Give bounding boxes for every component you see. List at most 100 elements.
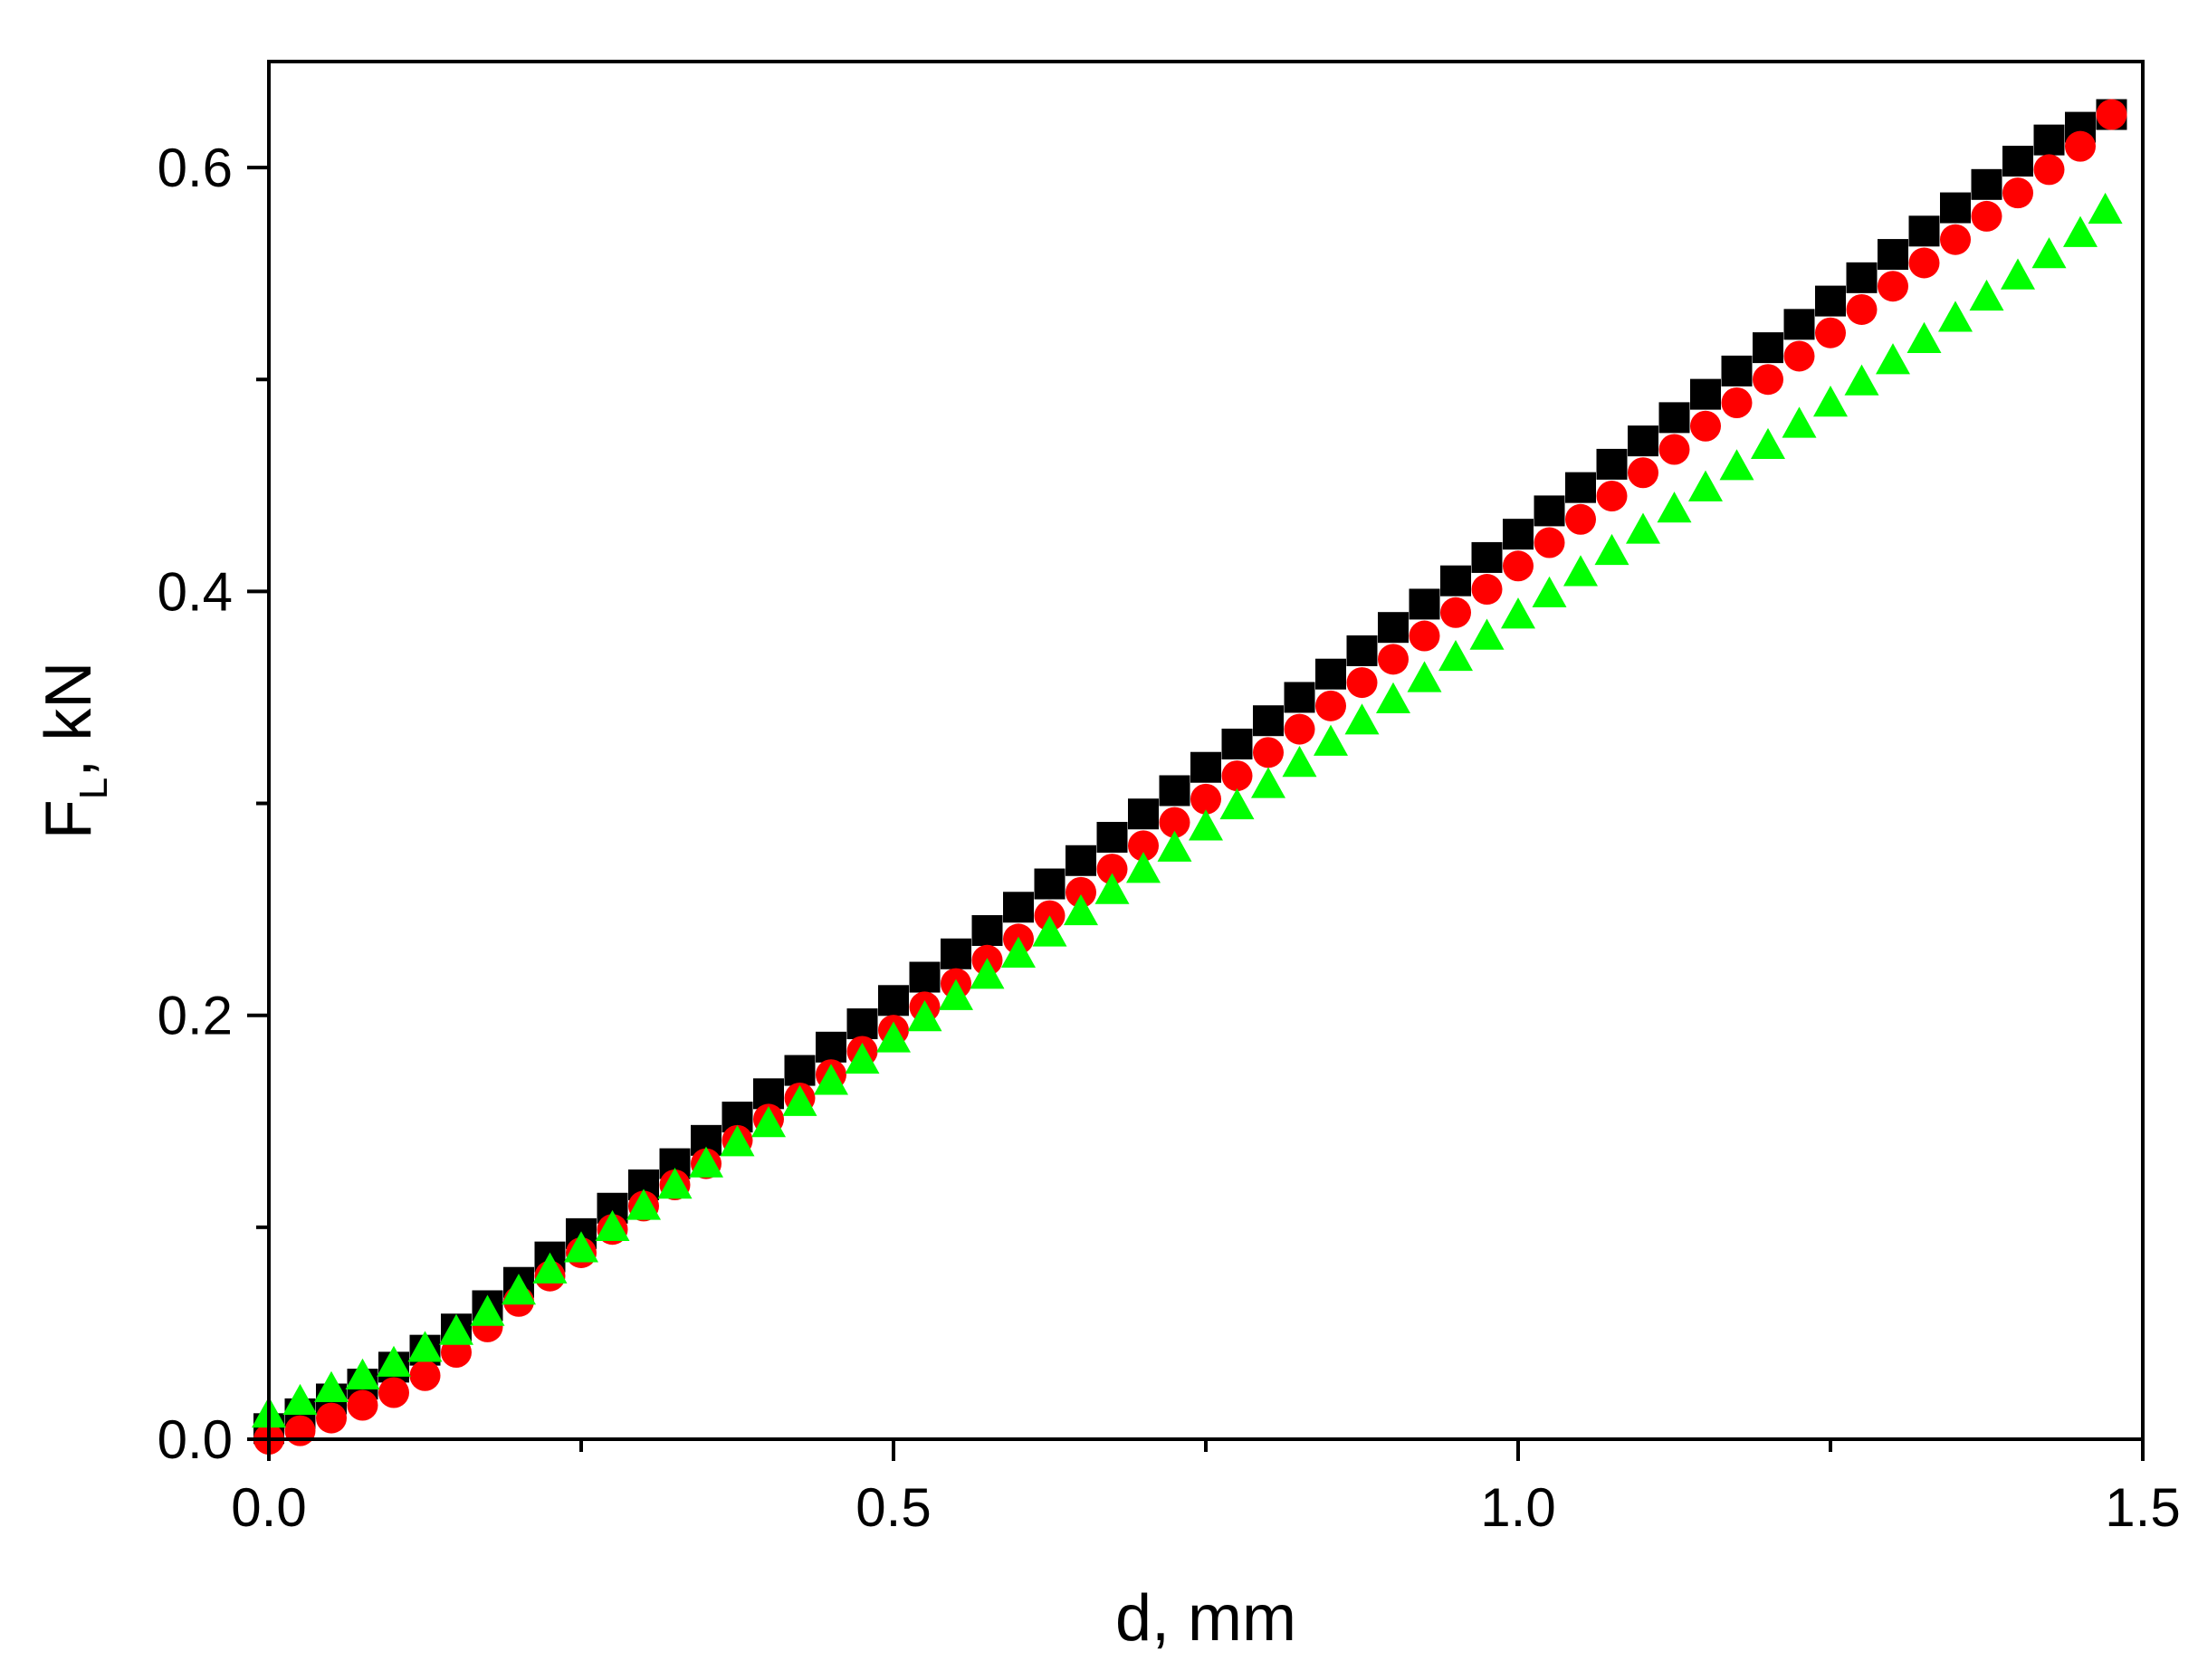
square-point bbox=[1066, 845, 1096, 876]
circle-point bbox=[1409, 620, 1440, 652]
triangle-point bbox=[1001, 936, 1036, 968]
triangle-point bbox=[939, 978, 973, 1010]
triangle-point bbox=[720, 1125, 755, 1157]
square-point bbox=[1346, 635, 1378, 666]
y-axis-title-subscript: L bbox=[72, 778, 116, 799]
square-point bbox=[1783, 309, 1815, 340]
circle-point bbox=[1878, 271, 1908, 302]
triangle-point bbox=[1469, 618, 1505, 650]
y-tick-labels: 0.0 0.2 0.4 0.6 bbox=[158, 138, 233, 1470]
series-square bbox=[253, 99, 2127, 1445]
circle-point bbox=[347, 1389, 378, 1421]
circle-point bbox=[1596, 481, 1628, 512]
circle-point bbox=[1815, 317, 1846, 348]
circle-point bbox=[1471, 574, 1503, 606]
square-point bbox=[1753, 332, 1783, 364]
triangle-point bbox=[1782, 406, 1817, 438]
x-tick-label: 0.0 bbox=[231, 1477, 306, 1538]
square-point bbox=[1846, 262, 1878, 293]
triangle-point bbox=[1876, 343, 1910, 375]
square-point bbox=[1378, 612, 1409, 644]
circle-point bbox=[2065, 130, 2096, 162]
circle-point bbox=[1096, 854, 1128, 885]
triangle-point bbox=[1407, 661, 1442, 692]
square-point bbox=[909, 961, 941, 993]
triangle-point bbox=[1032, 915, 1067, 947]
circle-point bbox=[1378, 644, 1409, 675]
circle-point bbox=[1753, 364, 1783, 396]
circle-point bbox=[1628, 457, 1658, 489]
square-point bbox=[1565, 472, 1596, 503]
circle-point bbox=[1846, 293, 1878, 325]
triangle-point bbox=[1751, 427, 1785, 460]
y-tick-label: 0.4 bbox=[158, 561, 233, 622]
square-point bbox=[1596, 448, 1628, 480]
triangle-point bbox=[689, 1146, 723, 1178]
circle-point bbox=[1503, 550, 1534, 582]
x-tick-label: 0.5 bbox=[855, 1477, 931, 1538]
square-point bbox=[1190, 751, 1221, 783]
triangle-point bbox=[564, 1231, 598, 1263]
circle-point bbox=[2033, 154, 2065, 186]
triangle-point bbox=[1438, 639, 1473, 672]
y-tick-label: 0.2 bbox=[158, 986, 233, 1046]
triangle-point bbox=[1219, 788, 1255, 820]
triangle-point bbox=[532, 1252, 568, 1284]
triangle-point bbox=[595, 1209, 630, 1242]
triangle-point bbox=[1719, 449, 1754, 481]
circle-point bbox=[1690, 410, 1721, 442]
triangle-point bbox=[502, 1274, 536, 1305]
square-point bbox=[2002, 146, 2033, 177]
circle-point bbox=[2096, 99, 2127, 130]
triangle-point bbox=[2063, 215, 2098, 247]
triangle-point bbox=[1594, 533, 1629, 566]
circle-point bbox=[1315, 690, 1346, 721]
circle-point bbox=[1534, 527, 1565, 558]
triangle-point bbox=[1657, 492, 1692, 523]
square-point bbox=[1284, 682, 1315, 713]
square-point bbox=[1409, 588, 1440, 620]
square-point bbox=[1221, 728, 1253, 759]
square-point bbox=[1159, 775, 1190, 807]
circle-point bbox=[1221, 760, 1253, 792]
triangle-point bbox=[814, 1064, 848, 1095]
triangle-point bbox=[1813, 385, 1848, 417]
triangle-point bbox=[1094, 873, 1130, 904]
circle-point bbox=[1940, 224, 1971, 255]
triangle-point bbox=[1126, 852, 1161, 883]
triangle-point bbox=[782, 1084, 817, 1116]
square-point bbox=[784, 1055, 816, 1086]
circle-point bbox=[1253, 737, 1284, 768]
triangle-point bbox=[1064, 893, 1098, 926]
triangle-point bbox=[1563, 555, 1598, 587]
circle-point bbox=[1565, 503, 1596, 535]
triangle-point bbox=[970, 958, 1005, 989]
circle-point bbox=[316, 1402, 347, 1434]
triangle-point bbox=[345, 1358, 380, 1389]
square-point bbox=[1908, 215, 1940, 247]
circle-point bbox=[1908, 247, 1940, 279]
triangle-point bbox=[470, 1294, 505, 1326]
square-point bbox=[1471, 541, 1503, 573]
triangle-point bbox=[1314, 724, 1348, 756]
triangle-point bbox=[1907, 321, 1942, 353]
circle-point bbox=[1128, 830, 1159, 862]
triangle-point bbox=[657, 1168, 693, 1199]
triangle-point bbox=[1501, 597, 1535, 629]
circle-point bbox=[409, 1360, 441, 1391]
square-point bbox=[2033, 124, 2065, 156]
circle-point bbox=[1971, 200, 2002, 232]
y-axis-title-main: F bbox=[33, 799, 105, 839]
triangle-point bbox=[377, 1345, 411, 1377]
square-point bbox=[1940, 192, 1971, 224]
square-point bbox=[846, 1008, 878, 1040]
square-point bbox=[1440, 565, 1471, 597]
circle-point bbox=[378, 1377, 409, 1408]
x-tick-labels: 0.0 0.5 1.0 1.5 bbox=[231, 1477, 2180, 1538]
y-axis-title-tail: , kN bbox=[33, 662, 105, 778]
triangle-point bbox=[282, 1383, 318, 1416]
circle-point bbox=[1190, 783, 1221, 815]
square-point bbox=[1690, 378, 1721, 410]
y-tick-label: 0.6 bbox=[158, 138, 233, 198]
